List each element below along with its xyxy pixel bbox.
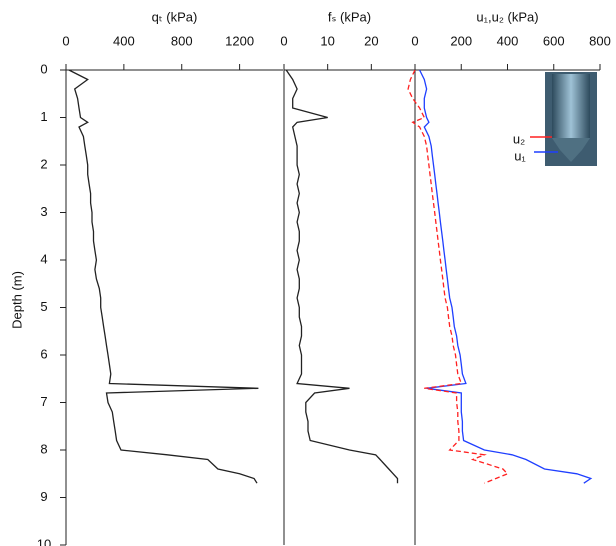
x-tick-label: 20 — [364, 33, 378, 48]
y-tick-label: 7 — [40, 394, 47, 409]
y-tick-label: 8 — [40, 441, 47, 456]
legend-label: u₂ — [513, 131, 525, 146]
y-tick-label: 10 — [37, 536, 51, 546]
x-axis-label: fₛ (kPa) — [328, 9, 371, 24]
x-tick-label: 400 — [497, 33, 519, 48]
x-tick-label: 800 — [171, 33, 193, 48]
y-tick-label: 6 — [40, 346, 47, 361]
x-tick-label: 0 — [280, 33, 287, 48]
x-tick-label: 1200 — [225, 33, 254, 48]
y-tick-label: 0 — [40, 61, 47, 76]
cone-photo — [530, 72, 597, 166]
y-tick-label: 9 — [40, 489, 47, 504]
x-tick-label: 800 — [589, 33, 611, 48]
data-line — [285, 69, 399, 484]
x-tick-label: 10 — [320, 33, 334, 48]
x-axis-label: qₜ (kPa) — [152, 9, 198, 24]
y-tick-label: 4 — [40, 251, 47, 266]
y-tick-label: 3 — [40, 204, 47, 219]
x-tick-label: 0 — [411, 33, 418, 48]
x-tick-label: 200 — [450, 33, 472, 48]
x-axis-label: u₁,u₂ (kPa) — [476, 9, 538, 24]
y-tick-label: 5 — [40, 299, 47, 314]
data-line — [407, 69, 509, 484]
legend-label: u₁ — [514, 148, 526, 163]
x-tick-label: 600 — [543, 33, 565, 48]
data-line — [68, 69, 259, 484]
y-axis-label: Depth (m) — [9, 271, 24, 329]
y-tick-label: 1 — [40, 109, 47, 124]
data-line — [419, 69, 593, 484]
y-tick-label: 2 — [40, 156, 47, 171]
x-tick-label: 400 — [113, 33, 135, 48]
x-tick-label: 0 — [62, 33, 69, 48]
